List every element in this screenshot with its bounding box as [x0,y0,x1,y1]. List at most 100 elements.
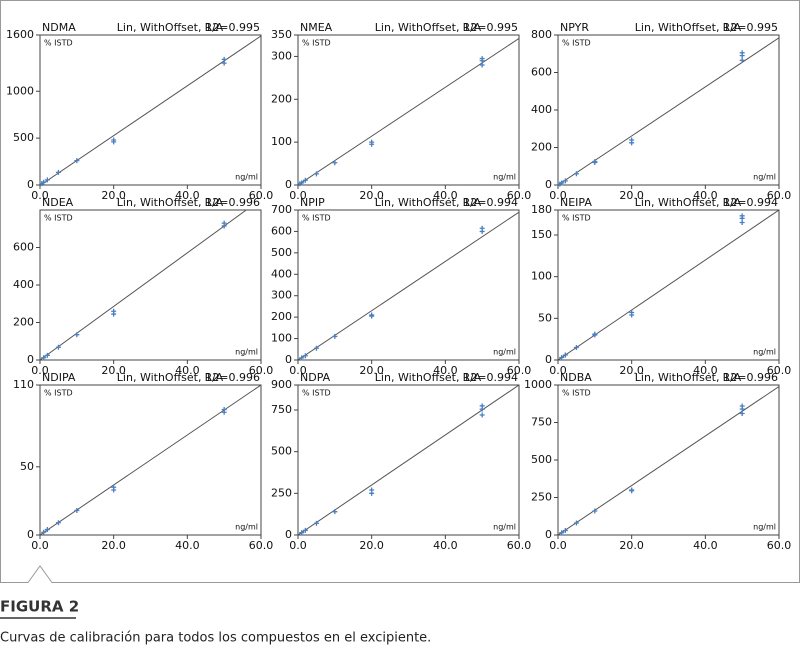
y-tick-label: 200 [13,316,34,329]
data-point [302,527,308,533]
y-tick-label: 300 [271,289,292,302]
y-tick-label: 100 [271,332,292,345]
y-axis-label: % ISTD [562,214,591,223]
data-point [44,527,50,533]
data-point [739,213,745,219]
data-point [299,530,305,536]
figure-label: FIGURA 2 [0,598,79,616]
chart-panel: NPYR Lin, WithOffset, 1/AR2=0.995 % ISTD ng… [531,21,791,202]
y-tick-label: 50 [538,311,552,324]
data-point [221,56,227,62]
data-point [332,333,338,339]
data-point [313,171,319,177]
x-axis-label: ng/ml [235,348,258,357]
x-tick-label: 40.0 [433,364,458,377]
x-tick-label: 40.0 [175,364,200,377]
chart-subtitle: Lin, WithOffset, 1/A [375,371,482,384]
data-point [44,177,50,183]
x-tick-label: 40.0 [433,189,458,202]
r2-annotation: R2=0.994 [463,196,518,209]
y-tick-label: 600 [531,66,552,79]
data-point [479,62,485,68]
chart-title: NDBA [560,371,592,384]
y-tick-label: 180 [531,203,552,216]
x-tick-label: 0.0 [549,539,567,552]
data-point [41,355,47,361]
r2-annotation: R2=0.996 [205,196,260,209]
y-tick-label: 1000 [524,378,552,391]
y-tick-label: 0 [27,528,34,541]
data-point [369,139,375,145]
x-tick-label: 0.0 [549,364,567,377]
y-tick-label: 700 [271,203,292,216]
r2-annotation: R2=0.995 [205,21,260,34]
data-point [629,310,635,315]
data-point [479,56,485,62]
x-tick-label: 60.0 [249,539,274,552]
x-tick-label: 60.0 [767,189,792,202]
y-tick-label: 300 [271,49,292,62]
data-point [559,530,565,536]
x-tick-label: 20.0 [619,364,644,377]
chart-panel: NEIPA Lin, WithOffset, 1/AR2=0.994 % ISTD n… [531,196,791,377]
y-tick-label: 110 [13,378,34,391]
data-point [369,312,375,318]
data-point [41,179,47,185]
y-tick-label: 0 [545,353,552,366]
y-tick-label: 400 [13,278,34,291]
y-tick-label: 500 [271,246,292,259]
data-point [111,308,117,314]
x-axis-label: ng/ml [235,523,258,532]
y-axis-label: % ISTD [44,39,73,48]
data-point [302,353,308,359]
x-tick-label: 60.0 [507,539,532,552]
x-axis-label: ng/ml [493,173,516,182]
y-tick-label: 500 [271,445,292,458]
chart-panel: NMEA Lin, WithOffset, 1/AR2=0.995 % ISTD ng… [271,21,531,202]
figure-caption: Curvas de calibración para todos los com… [0,631,431,646]
data-point [313,520,319,526]
x-tick-label: 20.0 [359,364,384,377]
y-tick-label: 0 [27,353,34,366]
x-tick-label: 0.0 [31,364,49,377]
data-point [221,407,227,413]
x-tick-label: 20.0 [101,364,126,377]
y-tick-label: 900 [271,378,292,391]
y-tick-label: 0 [545,528,552,541]
data-point [562,528,568,533]
y-tick-label: 750 [271,403,292,416]
data-point [562,352,568,358]
y-axis-label: % ISTD [302,39,331,48]
x-tick-label: 60.0 [507,189,532,202]
chart-title: NDEA [42,196,74,209]
chart-panel: NDEA Lin, WithOffset, 1/AR2=0.996 % ISTD ng… [13,196,273,377]
x-tick-label: 0.0 [549,189,567,202]
chart-title: NMEA [300,21,333,34]
x-tick-label: 40.0 [693,189,718,202]
y-tick-label: 0 [285,178,292,191]
y-tick-label: 0 [285,353,292,366]
data-point [332,160,338,166]
x-axis-label: ng/ml [753,173,776,182]
y-tick-label: 800 [531,28,552,41]
chart-title: NPIP [300,196,325,209]
r2-annotation: R2=0.996 [205,371,260,384]
data-point [369,487,375,493]
y-axis-label: % ISTD [302,214,331,223]
y-tick-label: 350 [271,28,292,41]
r2-annotation: R2=0.995 [463,21,518,34]
x-axis-label: ng/ml [753,523,776,532]
data-point [221,220,227,226]
y-tick-label: 1600 [6,28,34,41]
x-tick-label: 60.0 [507,364,532,377]
x-tick-label: 40.0 [693,539,718,552]
chart-title: NDIPA [42,371,76,384]
data-point [559,355,565,360]
chart-title: NDMA [42,21,76,34]
chart-subtitle: Lin, WithOffset, 1/A [117,371,224,384]
data-point [55,344,61,350]
x-axis-label: ng/ml [235,173,258,182]
data-point [332,509,338,515]
chart-panel: NDMA Lin, WithOffset, 1/AR2=0.995 % ISTD ng… [6,21,273,202]
